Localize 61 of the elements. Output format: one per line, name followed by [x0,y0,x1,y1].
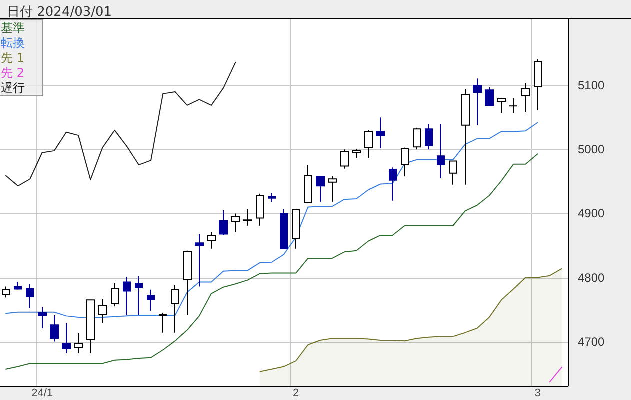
y-tick-label: 5000 [578,142,606,157]
candlestick [449,160,457,186]
candlestick [86,300,95,354]
candlestick [376,117,385,149]
y-tick-label: 4900 [578,206,606,221]
candlestick [219,210,228,236]
candlestick [461,88,470,186]
candlestick [304,164,312,204]
candlestick [534,58,542,110]
candlestick [364,130,373,158]
candlestick [316,176,325,203]
candlestick [509,98,518,114]
chart-title: 日付 2024/03/01 [7,5,112,20]
candlestick [521,82,530,114]
candlestick [401,147,409,178]
candlestick [425,124,433,150]
text: 先 1 [1,51,24,65]
candlestick [256,193,264,226]
candlestick [413,127,421,150]
x-tick-label: 24/1 [32,388,54,400]
line-series [6,122,538,318]
candlestick [280,208,288,250]
candlestick [352,148,361,158]
y-tick-label: 5100 [578,78,606,93]
candlestick [123,276,131,316]
candlestick [243,208,252,226]
candlestick [62,322,71,354]
candlestick [171,284,179,334]
candlestick [159,312,167,334]
candlestick [340,149,349,170]
candlestick [485,87,494,106]
candlestick [98,299,107,324]
candlestick [231,213,240,233]
x-tick-label: 3 [534,388,541,400]
candlestick [195,234,204,288]
candlestick [473,78,482,126]
candlestick [50,315,59,342]
y-tick-label: 4800 [578,270,606,285]
candlestick [135,276,143,316]
text: 先 2 [1,66,24,80]
y-tick-label: 4700 [578,334,606,349]
candlestick [437,124,445,179]
candlestick [111,283,119,308]
x-tick-label: 2 [293,388,300,400]
candlestick [38,306,47,329]
candlestick [328,176,337,203]
candlestick [14,282,22,290]
candlestick [74,332,83,354]
candlestick [183,250,192,316]
candlestick [389,167,397,202]
candlestick [26,284,34,309]
text: 遅行 [1,81,25,95]
candlestick [207,232,216,250]
candlestick [497,98,506,114]
line-series [6,154,538,370]
candlestick [2,286,10,298]
candlestick [292,208,300,250]
candlestick [147,289,155,312]
candlestick [268,192,276,203]
text: 基準 [1,21,25,35]
text: 転換 [1,36,25,50]
